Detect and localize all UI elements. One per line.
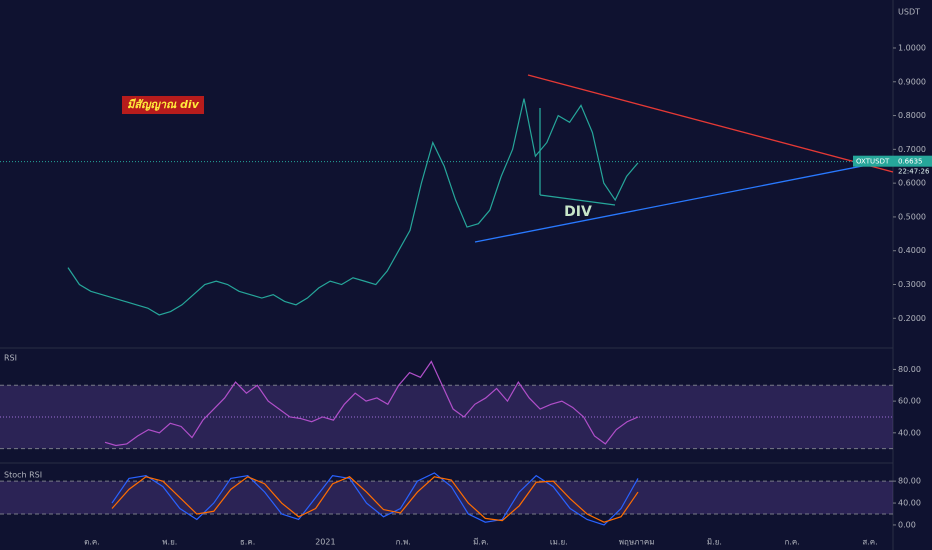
pane-title: RSI: [4, 354, 17, 363]
series-line: [111, 476, 639, 523]
series-line: [67, 98, 639, 316]
annotation: มีสัญญาณ div: [127, 98, 200, 111]
y-tick-label: 0.7000: [898, 145, 926, 154]
price-label: 0.6635: [898, 158, 923, 166]
divergence-line: [539, 194, 616, 206]
x-tick-label: พ.ย.: [162, 538, 177, 547]
x-tick-label: 2021: [315, 538, 335, 547]
time-label: 22:47:26: [898, 168, 930, 176]
x-tick-label: ธ.ค.: [240, 538, 255, 547]
x-tick-label: ส.ค.: [862, 538, 877, 547]
y-tick-label: 60.00: [898, 397, 921, 406]
x-tick-label: ก.ค.: [785, 538, 800, 547]
x-tick-label: มิ.ย.: [707, 538, 722, 547]
price-tag: [853, 155, 932, 167]
y-tick-label: 80.00: [898, 477, 921, 486]
pane-title: Stoch RSI: [4, 471, 42, 480]
x-tick-label: ต.ค.: [84, 538, 100, 547]
x-tick-label: พฤษภาคม: [619, 538, 655, 547]
trendline: [527, 74, 894, 173]
y-tick-label: 0.4000: [898, 246, 926, 255]
x-tick-label: มี.ค.: [473, 538, 489, 547]
y-tick-label: 40.00: [898, 499, 921, 508]
y-tick-label: 0.3000: [898, 280, 926, 289]
y-tick-label: 0.5000: [898, 212, 926, 221]
series-line: [111, 472, 639, 526]
x-tick-label: ก.พ.: [396, 538, 411, 547]
unit-label: USDT: [898, 8, 920, 17]
y-tick-label: 0.6000: [898, 179, 926, 188]
x-tick-label: เม.ย.: [550, 538, 568, 547]
y-tick-label: 0.00: [898, 520, 916, 529]
y-tick-label: 1.0000: [898, 43, 926, 52]
series-line: [104, 360, 639, 447]
annotation-box: [122, 96, 204, 114]
y-tick-label: 0.2000: [898, 314, 926, 323]
y-tick-label: 0.8000: [898, 111, 926, 120]
symbol-label: OXTUSDT: [856, 158, 890, 166]
trendline: [474, 159, 894, 243]
y-tick-label: 0.9000: [898, 77, 926, 86]
annotation: DIV: [564, 204, 592, 220]
y-tick-label: 80.00: [898, 365, 921, 374]
y-tick-label: 40.00: [898, 428, 921, 437]
band-fill: [0, 481, 893, 514]
